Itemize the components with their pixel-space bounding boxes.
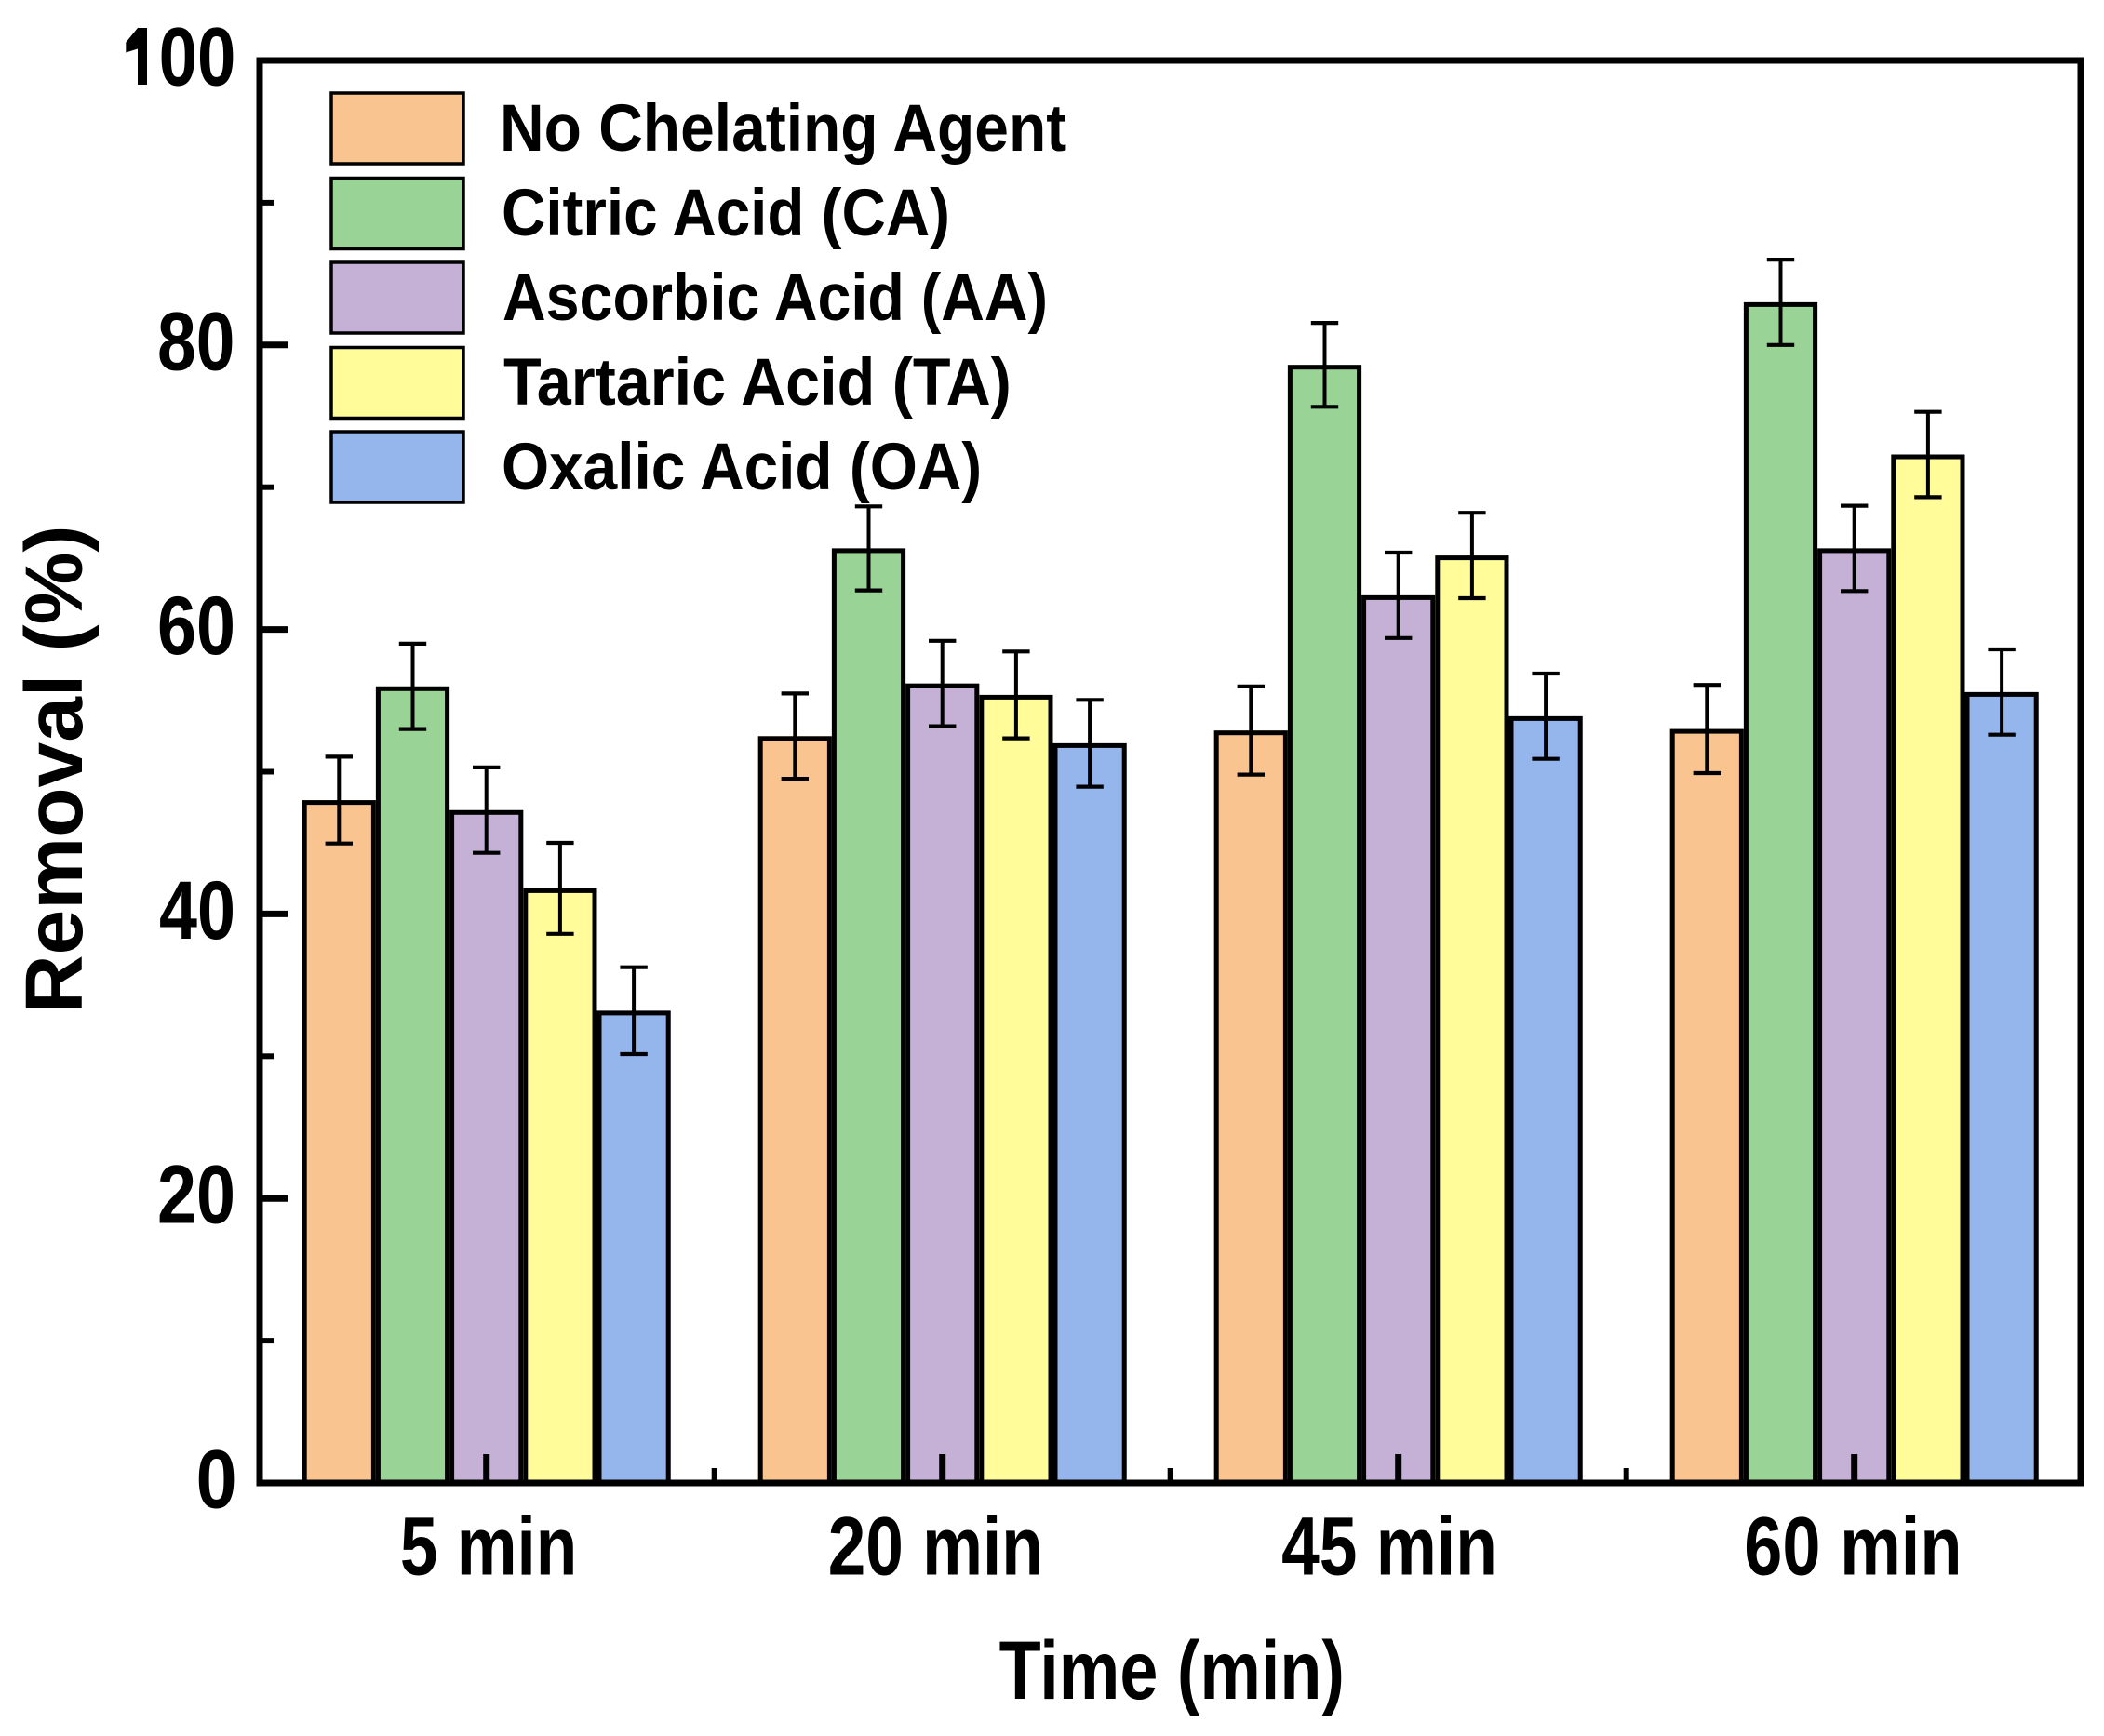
svg-text:Time (min): Time (min) xyxy=(999,1623,1345,1716)
svg-text:Removal (%): Removal (%) xyxy=(8,525,100,1013)
svg-text:20 min: 20 min xyxy=(828,1500,1043,1593)
svg-text:80: 80 xyxy=(157,294,235,387)
svg-text:00: 00 xyxy=(159,10,236,103)
svg-text:40: 40 xyxy=(159,863,235,956)
svg-text:Ascorbic Acid (AA): Ascorbic Acid (AA) xyxy=(503,261,1048,335)
svg-text:5 min: 5 min xyxy=(400,1500,577,1593)
svg-text:45 min: 45 min xyxy=(1281,1500,1497,1593)
svg-text:20: 20 xyxy=(157,1148,235,1241)
svg-text:No Chelating Agent: No Chelating Agent xyxy=(500,92,1066,166)
svg-text:0: 0 xyxy=(196,1433,237,1526)
svg-text:60 min: 60 min xyxy=(1744,1500,1962,1593)
svg-text:Tartaric Acid (TA): Tartaric Acid (TA) xyxy=(503,346,1012,420)
svg-text:Citric Acid (CA): Citric Acid (CA) xyxy=(502,177,950,250)
svg-text:Oxalic Acid (OA): Oxalic Acid (OA) xyxy=(502,431,982,504)
svg-text:60: 60 xyxy=(157,579,235,672)
